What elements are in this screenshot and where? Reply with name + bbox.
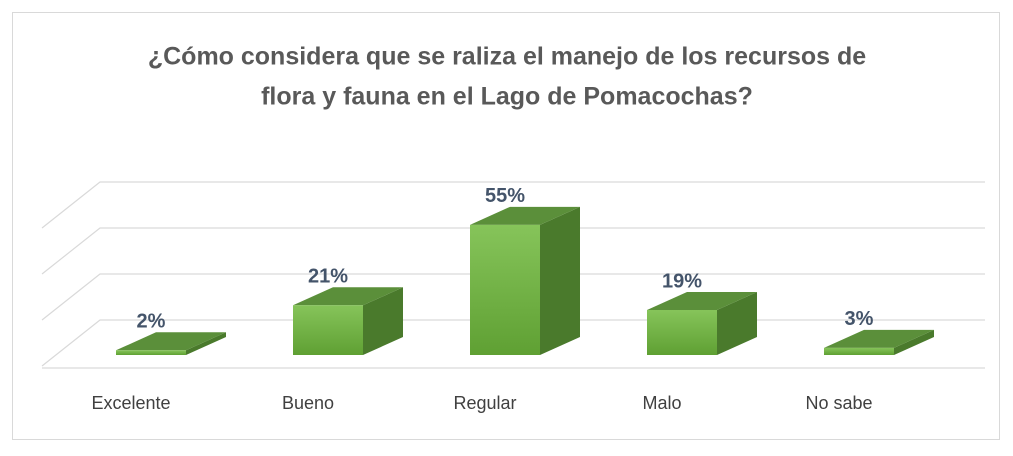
data-label: 21% <box>308 266 348 288</box>
x-tick-label: Malo <box>642 393 681 413</box>
bar <box>824 329 934 355</box>
x-tick-label: Excelente <box>91 393 170 413</box>
bar-top <box>116 332 226 351</box>
bar <box>647 292 757 355</box>
bar-front <box>116 350 186 355</box>
bar-side <box>540 206 580 355</box>
bar-front <box>470 224 540 355</box>
data-label: 3% <box>845 308 874 330</box>
bar-side <box>894 329 934 355</box>
data-label: 19% <box>662 270 702 292</box>
bar-top <box>824 329 934 348</box>
grid-line <box>41 181 985 229</box>
bar-front <box>647 310 717 355</box>
bar-side <box>186 332 226 355</box>
bar <box>293 287 403 355</box>
chart-subtitle: flora y fauna en el Lago de Pomacochas? <box>261 83 753 111</box>
x-tick-label: Regular <box>453 393 516 413</box>
x-tick-label: Bueno <box>282 393 334 413</box>
bar-top <box>293 287 403 306</box>
bar-side <box>717 292 757 355</box>
bar <box>470 206 580 355</box>
bar-side <box>363 287 403 355</box>
bar-front <box>293 305 363 355</box>
x-tick-label: No sabe <box>805 393 872 413</box>
bar-top <box>470 206 580 225</box>
data-label: 2% <box>137 311 166 333</box>
bar-front <box>824 347 894 355</box>
grid-line <box>41 273 985 321</box>
bar <box>116 332 226 355</box>
chart-title: ¿Cómo considera que se raliza el manejo … <box>148 43 866 71</box>
bar-top <box>647 292 757 311</box>
data-label: 55% <box>485 185 525 207</box>
grid-line <box>41 227 985 275</box>
